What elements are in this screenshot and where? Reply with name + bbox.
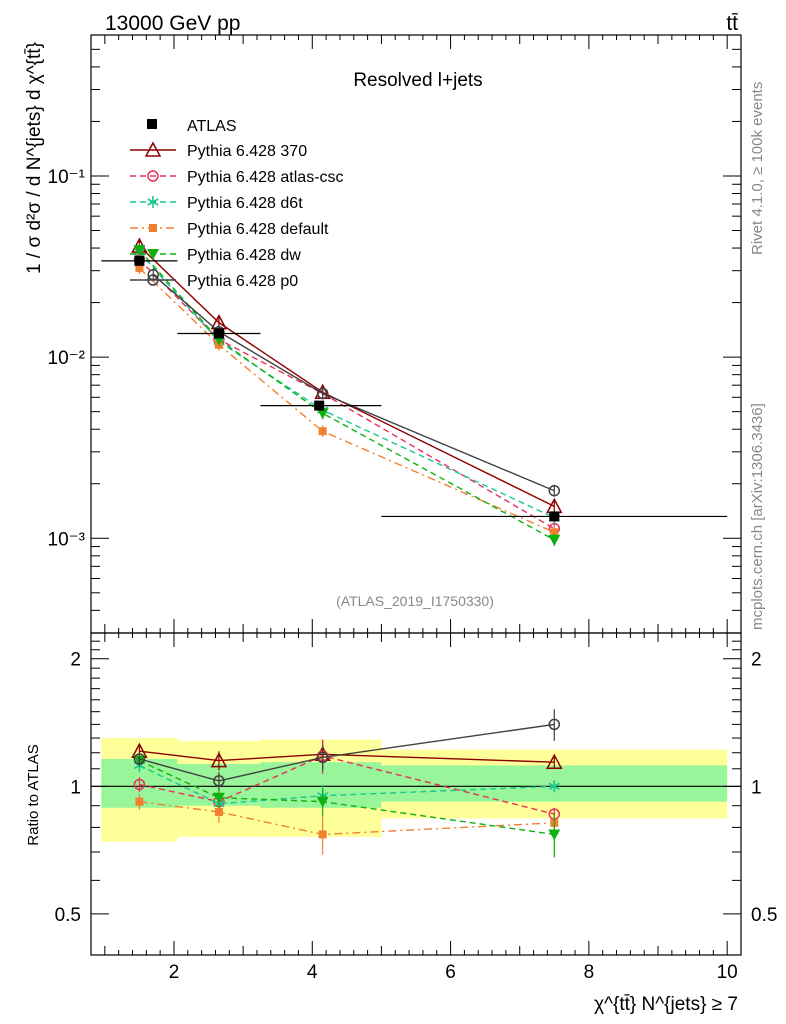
mcplots-label: mcplots.cern.ch [arXiv:1306.3436] [749,403,766,630]
main-series-line-0 [138,245,555,508]
ratio-series-marker-1 [133,778,146,791]
x-tick-label-10: 10 [717,962,738,983]
rivet-version-label: Rivet 4.1.0, ≥ 100k events [749,82,766,255]
x-tick-label-8: 8 [584,962,595,983]
data-point [213,328,224,339]
ratio-y-tick-label-right: 0.5 [751,905,777,926]
main-series-marker-3 [550,528,559,537]
legend-label-0: Pythia 6.428 370 [187,143,307,160]
y-tick-label: 10⁻³ [48,529,86,550]
main-series-line-4 [138,249,555,541]
ratio-series-line-2 [139,764,555,805]
x-tick-label-2: 2 [169,962,180,983]
main-series-marker-4 [133,245,146,257]
ratio-y-axis-label: Ratio to ATLAS [25,744,42,845]
data-point [134,255,145,266]
main-series-marker-3 [135,264,144,273]
y-tick-label: 10⁻¹ [48,167,86,188]
main-series-marker-5 [316,387,329,400]
ratio-series-marker-4 [212,792,225,804]
ratio-series-marker-3 [135,797,144,806]
x-tick-label-6: 6 [445,962,456,983]
energy-label: 13000 GeV pp [105,12,240,35]
legend-marker-4 [147,249,159,260]
data-point [314,400,325,411]
ratio-y-tick-label-left: 2 [70,650,81,671]
data-point [549,511,560,522]
ratio-series-marker-0 [210,752,228,768]
ratio-series-marker-0 [546,753,563,769]
legend-label-3: Pythia 6.428 default [187,221,329,238]
x-tick-label-4: 4 [307,962,318,983]
ratio-series-marker-2 [548,780,560,793]
ratio-panel-frame [90,632,742,956]
legend-marker-0 [144,141,162,157]
ratio-series-marker-5 [213,775,225,787]
ratio-y-tick-label-right: 2 [751,650,762,671]
legend-label-2: Pythia 6.428 d6t [187,195,303,212]
main-series-marker-5 [548,484,561,497]
ratio-series-marker-3 [318,830,327,839]
legend-marker-2 [147,196,159,208]
main-series-line-5 [152,274,555,492]
ratio-series-marker-5 [133,753,146,765]
ratio-series-line-1 [139,755,555,815]
main-y-axis-label: 1 / σ d²σ / d N^{jets} d χ^{tt̄} [24,42,45,274]
ratio-series-marker-5 [548,718,561,731]
plot-layer: 2 4 6 8 10 10⁻³ 10⁻² 10⁻¹ 2 2 1 1 0.5 0.5 ATLAS Pythia … [48,34,777,983]
ratio-series-line-0 [139,750,555,763]
main-series-line-3 [138,267,555,533]
legend-marker-5 [147,274,159,286]
x-axis-label: χ^{tt̄} N^{jets} ≥ 7 [594,994,738,1015]
legend-label-data: ATLAS [187,118,237,135]
y-tick-label: 10⁻² [48,348,86,369]
ratio-y-tick-label-left: 1 [70,777,81,798]
ratio-series-marker-5 [316,751,329,764]
plot-title: Resolved l+jets [353,70,482,91]
analysis-watermark: (ATLAS_2019_I1750330) [336,593,494,609]
ratio-series-marker-3 [214,807,223,816]
process-label: tt̄ [726,12,738,35]
main-series-marker-3 [318,427,327,436]
legend-marker-3 [149,224,157,232]
main-series-marker-4 [548,534,561,546]
legend-marker-data [147,119,157,129]
legend-label-4: Pythia 6.428 dw [187,247,301,264]
ratio-series-line-4 [139,759,555,836]
main-series-marker-4 [316,408,329,420]
ratio-series-marker-4 [548,829,561,841]
ratio-y-tick-label-left: 0.5 [55,905,81,926]
legend-marker-1 [147,170,159,182]
ratio-series-marker-4 [316,796,329,808]
ratio-y-tick-label-right: 1 [751,777,762,798]
main-series-line-2 [138,251,555,519]
legend-label-5: Pythia 6.428 p0 [187,273,298,290]
ratio-series-line-3 [139,800,555,836]
ratio-series-line-5 [139,723,555,782]
main-series-line-1 [138,259,555,530]
legend-label-1: Pythia 6.428 atlas-csc [187,169,344,186]
